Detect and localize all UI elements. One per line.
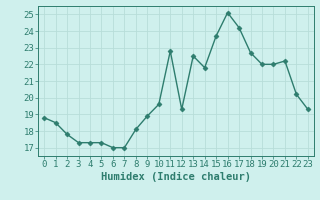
- X-axis label: Humidex (Indice chaleur): Humidex (Indice chaleur): [101, 172, 251, 182]
